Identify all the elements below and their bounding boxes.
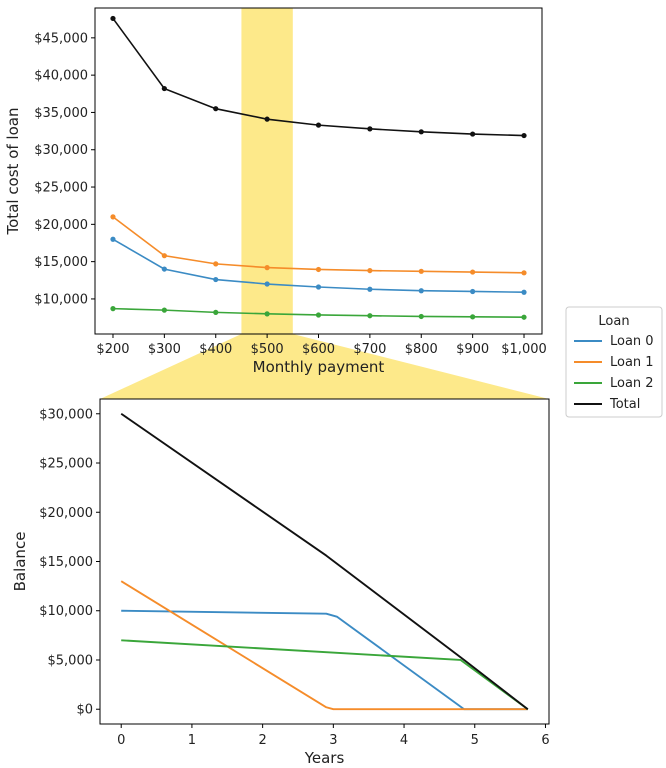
legend-entry-label: Loan 2 xyxy=(610,376,654,391)
bottom-ticks-layer: 0 1 2 3 4 5 6 $0 $5,000 $10,000 $15,000 $20,000 $25,… xyxy=(39,407,549,748)
top-series-line-1 xyxy=(112,216,525,274)
top-y-tick-label: $45,000 xyxy=(34,31,88,46)
legend: Loan Loan 0 Loan 1 Loan 2 Total xyxy=(565,306,663,418)
top-point xyxy=(367,286,373,292)
top-y-tick-label: $15,000 xyxy=(34,255,88,270)
bottom-y-tick-label: $5,000 xyxy=(48,653,94,668)
top-x-tick-label: $400 xyxy=(199,342,232,357)
top-point xyxy=(264,116,270,122)
top-y-axis-label: Total cost of loan xyxy=(4,108,22,236)
bottom-y-tick-label: $25,000 xyxy=(39,457,93,472)
top-series-layer xyxy=(110,15,527,320)
highlight-band xyxy=(241,8,293,334)
top-point xyxy=(213,276,219,283)
zoom-connector xyxy=(100,334,549,399)
top-x-tick-label: $300 xyxy=(148,342,181,357)
top-point xyxy=(110,306,116,312)
top-x-tick-label: $900 xyxy=(456,342,489,357)
top-x-tick-label: $200 xyxy=(96,342,129,357)
top-point xyxy=(161,253,167,259)
bottom-x-axis-label: Years xyxy=(304,749,345,767)
top-point xyxy=(161,85,167,92)
top-series-line-0 xyxy=(112,238,525,294)
top-y-tick-label: $40,000 xyxy=(34,69,88,84)
legend-title: Loan xyxy=(598,314,629,329)
top-point xyxy=(110,15,116,22)
top-point xyxy=(315,284,322,290)
top-point xyxy=(315,312,322,318)
top-point xyxy=(418,268,424,274)
top-point xyxy=(521,289,527,295)
top-x-axis-label: Monthly payment xyxy=(253,358,385,376)
top-x-tick-label: $700 xyxy=(353,342,386,357)
bottom-x-tick-label: 5 xyxy=(471,733,479,748)
top-point xyxy=(264,265,270,271)
legend-entry-label: Loan 0 xyxy=(610,334,654,349)
top-point xyxy=(418,313,424,320)
legend-entry-label: Loan 1 xyxy=(610,355,654,370)
top-y-tick-label: $30,000 xyxy=(34,143,88,158)
top-x-tick-label: $600 xyxy=(302,342,335,357)
bottom-series-line-1 xyxy=(120,580,528,711)
top-x-tick-label: $800 xyxy=(405,342,438,357)
top-point xyxy=(470,269,476,275)
top-point xyxy=(315,266,322,273)
top-point xyxy=(470,131,476,137)
top-point xyxy=(161,307,167,313)
top-y-tick-label: $25,000 xyxy=(34,181,88,196)
legend-entries: Loan 0 Loan 1 Loan 2 Total xyxy=(574,334,654,412)
top-point xyxy=(264,311,270,317)
top-y-tick-label: $20,000 xyxy=(34,218,88,233)
bottom-x-tick-label: 6 xyxy=(541,733,549,748)
top-point xyxy=(264,281,270,287)
top-point xyxy=(367,267,373,274)
top-point xyxy=(521,270,527,276)
bottom-x-tick-label: 1 xyxy=(188,733,196,748)
top-ticks-layer: $200 $300 $400 $500 $600 $700 $800 $900 $1,000 $1… xyxy=(34,31,547,357)
top-point xyxy=(161,266,167,272)
top-chart: $200 $300 $400 $500 $600 $700 $800 $900 $1,000 $1… xyxy=(4,7,547,376)
bottom-x-tick-label: 0 xyxy=(117,733,125,748)
bottom-x-tick-label: 3 xyxy=(329,733,337,748)
legend-box xyxy=(565,306,663,418)
top-y-tick-label: $35,000 xyxy=(34,106,88,121)
top-point xyxy=(418,129,424,135)
bottom-x-tick-label: 4 xyxy=(400,733,408,748)
top-point xyxy=(521,132,527,139)
top-point xyxy=(470,314,476,320)
zoom-connector-layer xyxy=(100,334,549,399)
top-point xyxy=(213,106,219,112)
top-x-tick-label: $500 xyxy=(251,342,284,357)
top-y-tick-label: $10,000 xyxy=(34,292,88,307)
top-series-line-3 xyxy=(112,17,525,137)
top-point xyxy=(418,288,424,294)
bottom-series-line-3 xyxy=(120,412,529,710)
bottom-y-tick-label: $30,000 xyxy=(39,407,93,422)
top-point xyxy=(110,214,116,220)
bottom-y-tick-label: $0 xyxy=(76,703,93,718)
bottom-chart: 0 1 2 3 4 5 6 $0 $5,000 $10,000 $15,000 $20,000 $25,… xyxy=(11,398,550,767)
top-point xyxy=(367,313,373,319)
bottom-y-axis-label: Balance xyxy=(11,532,29,592)
top-x-tick-label: $1,000 xyxy=(501,342,547,357)
bottom-x-tick-label: 2 xyxy=(258,733,266,748)
top-point xyxy=(213,261,219,267)
bottom-y-tick-label: $20,000 xyxy=(39,506,93,521)
bottom-y-tick-label: $15,000 xyxy=(39,555,93,570)
legend-entry-label: Total xyxy=(609,397,640,412)
bottom-y-tick-label: $10,000 xyxy=(39,604,93,619)
top-point xyxy=(110,236,116,242)
top-point xyxy=(521,314,527,320)
top-point xyxy=(367,126,373,132)
top-point xyxy=(315,122,322,128)
top-point xyxy=(470,288,476,295)
top-point xyxy=(213,309,219,315)
highlight-band-layer xyxy=(241,8,293,334)
bottom-series-layer xyxy=(120,412,529,711)
